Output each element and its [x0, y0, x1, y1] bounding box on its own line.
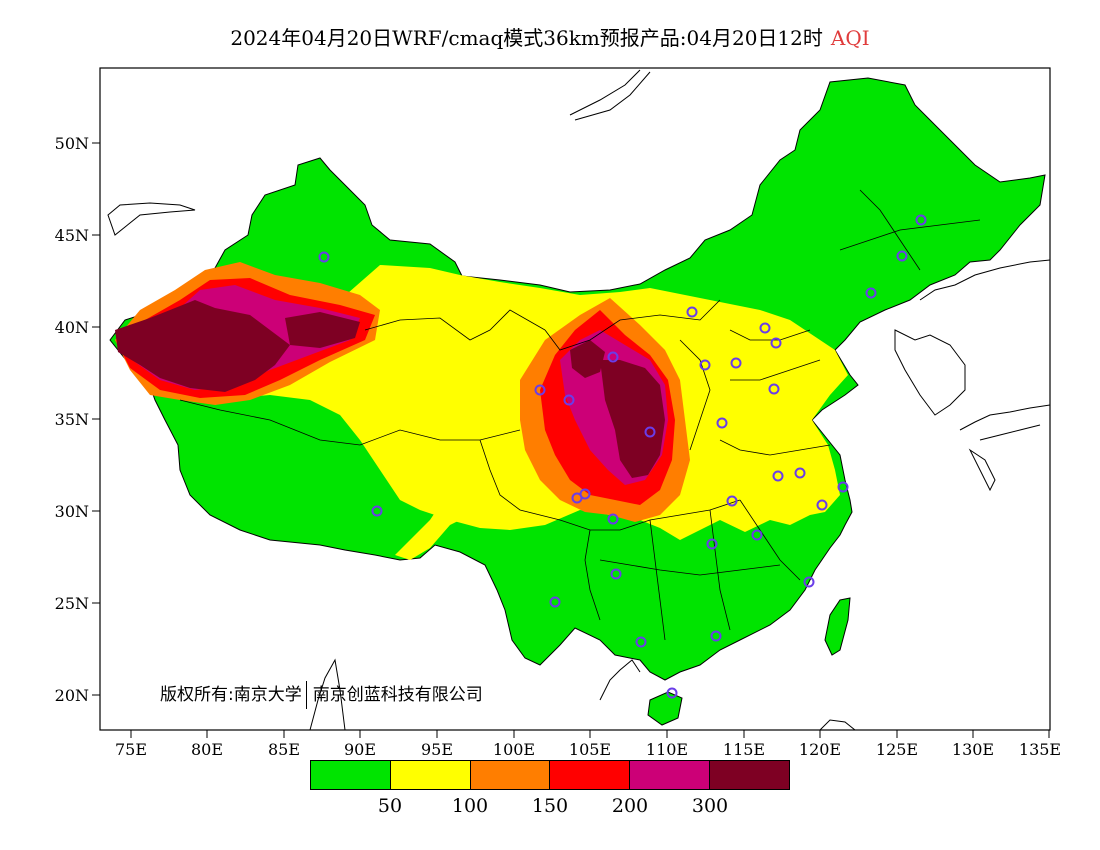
lon-label-85e: 85E	[268, 740, 300, 759]
legend-swatch-maroon	[710, 761, 789, 789]
lon-label-100e: 100E	[493, 740, 535, 759]
legend-swatch-yellow	[390, 761, 471, 789]
lon-label-120e: 120E	[799, 740, 841, 759]
legend-label-100: 100	[451, 795, 489, 817]
map-title: 2024年04月20日WRF/cmaq模式36km预报产品:04月20日12时 A…	[0, 22, 1100, 51]
lon-label-80e: 80E	[191, 740, 223, 759]
legend-label-200: 200	[611, 795, 649, 817]
legend-label-50: 50	[377, 795, 403, 817]
lon-label-90e: 90E	[344, 740, 376, 759]
legend-swatch-orange	[470, 761, 551, 789]
region-maroon-central-north	[570, 340, 605, 378]
lon-axis	[130, 730, 1050, 738]
legend-swatch-red	[550, 761, 631, 789]
lon-label-115e: 115E	[723, 740, 765, 759]
lat-label-50n: 50N	[55, 134, 89, 153]
coastlines	[107, 69, 1050, 730]
region-maroon-xinjiang	[115, 300, 290, 392]
lon-label-130e: 130E	[952, 740, 994, 759]
lat-label-30n: 30N	[55, 502, 89, 521]
legend-label-300: 300	[691, 795, 729, 817]
map-content	[107, 69, 1050, 730]
title-variable: AQI	[830, 26, 870, 50]
lon-label-135e: 135E	[1019, 740, 1061, 759]
aqi-legend	[310, 760, 790, 790]
legend-swatch-green	[311, 761, 391, 789]
city-markers	[318, 214, 927, 699]
lat-label-20n: 20N	[55, 686, 89, 705]
lon-label-105e: 105E	[569, 740, 611, 759]
lat-label-35n: 35N	[55, 410, 89, 429]
lat-label-45n: 45N	[55, 226, 89, 245]
title-text: 2024年04月20日WRF/cmaq模式36km预报产品:04月20日12时	[230, 26, 823, 50]
legend-swatch-magenta	[630, 761, 711, 789]
legend-label-150: 150	[531, 795, 569, 817]
copyright-left: 版权所有:南京大学	[160, 685, 302, 705]
copyright-separator	[305, 681, 307, 709]
plot-frame	[99, 67, 1051, 731]
region-maroon-central	[600, 360, 665, 478]
copyright-notice: 版权所有:南京大学 南京创蓝科技有限公司	[160, 680, 483, 709]
lat-label-40n: 40N	[55, 318, 89, 337]
lat-axis	[92, 142, 100, 696]
province-boundaries	[179, 189, 981, 641]
taiwan	[824, 597, 851, 656]
lon-label-95e: 95E	[421, 740, 453, 759]
hainan	[647, 691, 683, 726]
lon-label-75e: 75E	[115, 740, 147, 759]
lon-label-110e: 110E	[646, 740, 688, 759]
lon-label-125e: 125E	[876, 740, 918, 759]
copyright-right: 南京创蓝科技有限公司	[312, 685, 483, 705]
region-maroon-xinjiang-east	[285, 312, 360, 348]
region-yellow-tibet	[380, 460, 470, 560]
lat-label-25n: 25N	[55, 594, 89, 613]
